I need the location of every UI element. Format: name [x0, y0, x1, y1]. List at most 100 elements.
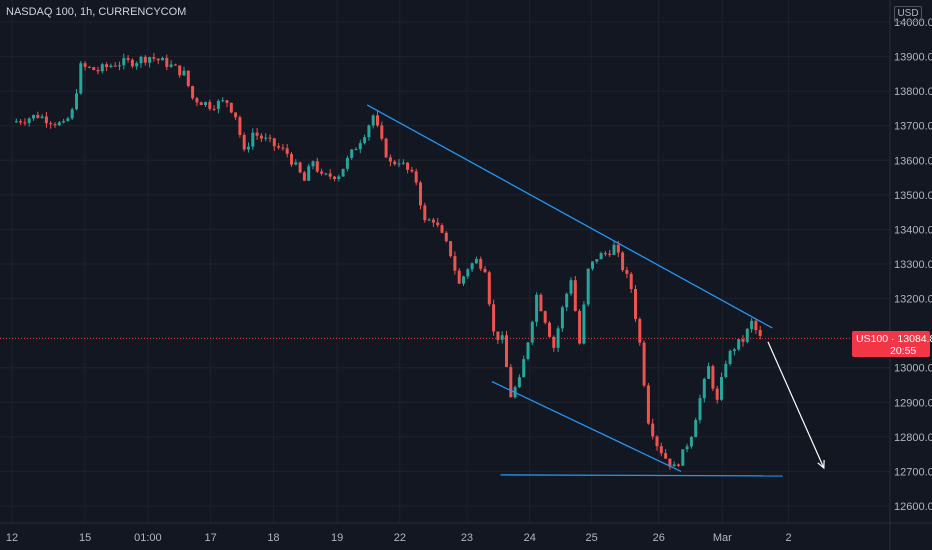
candle-body — [290, 153, 293, 165]
y-tick-label: 12900.0 — [894, 397, 932, 409]
candle-body — [367, 125, 371, 138]
candle-body — [208, 102, 212, 109]
candle-body — [199, 102, 203, 106]
candle-body — [126, 58, 130, 60]
y-tick-label: 13700.0 — [894, 121, 932, 133]
candle-body — [681, 449, 685, 466]
candle-body — [225, 100, 229, 103]
candle-body — [298, 162, 302, 173]
candle-body — [380, 125, 384, 139]
candle-body — [19, 121, 23, 123]
x-tick-label: 01:00 — [134, 532, 162, 544]
candle-body — [758, 329, 762, 336]
trendline — [366, 104, 773, 329]
candle-body — [556, 328, 560, 348]
candle-body — [715, 388, 719, 400]
candle-body — [707, 366, 711, 379]
chart-title: NASDAQ 100, 1h, CURRENCYCOM — [6, 6, 187, 18]
candlestick-series — [14, 52, 762, 470]
candle-body — [745, 328, 749, 342]
trendline — [491, 380, 682, 473]
candle-body — [646, 385, 650, 424]
y-tick-label: 12600.0 — [894, 501, 932, 513]
candle-body — [720, 377, 723, 400]
y-tick-label: 14000.0 — [894, 17, 932, 29]
candle-body — [221, 100, 225, 102]
candle-body — [526, 342, 530, 360]
candle-body — [328, 173, 332, 177]
candle-body — [431, 219, 435, 223]
candle-body — [143, 56, 147, 63]
candle-body — [285, 148, 289, 154]
candle-body — [66, 118, 70, 122]
candle-body — [363, 137, 367, 144]
candle-body — [277, 146, 281, 148]
price-tag-value: US100 · 13084.8 — [856, 333, 932, 345]
candle-body — [148, 57, 152, 63]
price-axis[interactable]: 14000.0 13900.0 13800.0 13700.0 13600.0 13500… — [894, 17, 932, 513]
candle-body — [522, 359, 526, 378]
candle-body — [711, 366, 715, 389]
candle-body — [324, 173, 328, 175]
candle-body — [509, 367, 513, 398]
candle-body — [186, 70, 190, 87]
candle-body — [470, 263, 474, 270]
candle-body — [634, 289, 637, 320]
candle-body — [83, 63, 87, 67]
candle-body — [92, 67, 96, 71]
candle-body — [100, 64, 104, 72]
candle-body — [40, 116, 44, 118]
candle-body — [638, 319, 642, 343]
candle-body — [724, 363, 728, 378]
candle-body — [307, 166, 311, 181]
candle-body — [139, 56, 143, 64]
candle-body — [204, 102, 207, 106]
candle-body — [573, 280, 577, 312]
candle-body — [603, 253, 607, 255]
candle-body — [500, 335, 504, 340]
candle-body — [358, 143, 362, 150]
candle-body — [191, 86, 195, 99]
y-tick-label: 13200.0 — [894, 294, 932, 306]
candle-body — [371, 115, 375, 126]
candle-body — [414, 171, 418, 183]
candle-body — [655, 436, 659, 447]
candle-body — [616, 244, 620, 253]
candle-body — [548, 322, 551, 337]
candle-body — [565, 293, 569, 308]
candle-body — [311, 161, 315, 167]
candle-body — [350, 149, 354, 158]
x-tick-label: 26 — [653, 532, 665, 544]
candle-body — [457, 270, 461, 284]
candle-body — [728, 351, 732, 364]
candle-body — [492, 304, 496, 332]
candle-body — [642, 342, 646, 386]
candle-body — [169, 64, 173, 67]
candle-body — [621, 252, 625, 271]
time-axis[interactable]: 12 15 01:00 17 18 19 22 23 24 25 26 Mar 2 — [6, 532, 792, 544]
candle-body — [401, 162, 405, 164]
candle-body — [419, 182, 422, 206]
candle-body — [440, 225, 444, 233]
currency-label[interactable]: USD — [894, 6, 922, 22]
y-tick-label: 13000.0 — [894, 363, 932, 375]
candle-body — [685, 446, 689, 450]
candle-body — [384, 138, 388, 158]
candle-body — [517, 377, 521, 388]
candle-body — [496, 331, 500, 340]
candle-body — [27, 118, 31, 123]
y-tick-label: 12800.0 — [894, 432, 932, 444]
x-tick-label: 25 — [586, 532, 598, 544]
candle-body — [195, 98, 199, 103]
candle-body — [651, 423, 655, 437]
candle-body — [737, 339, 741, 350]
candle-body — [689, 437, 693, 447]
x-tick-label: 24 — [524, 532, 536, 544]
candle-body — [479, 258, 483, 269]
candle-body — [320, 171, 324, 174]
candle-body — [393, 161, 397, 165]
candle-body — [668, 458, 672, 467]
candle-body — [423, 205, 427, 221]
